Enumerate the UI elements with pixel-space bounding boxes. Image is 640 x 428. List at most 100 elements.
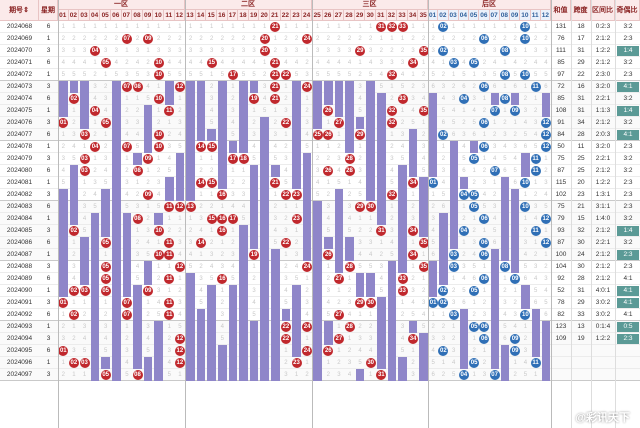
miss-bar: [439, 261, 448, 273]
miss-bar: [186, 369, 195, 381]
miss-bar: [69, 213, 79, 225]
ratio-cell: 2:1:2: [595, 35, 611, 42]
miss-bar: [218, 369, 227, 381]
period-cell: 2024091: [6, 299, 33, 306]
miss-count: 2: [411, 84, 415, 90]
miss-count: 6: [513, 84, 517, 90]
miss-count: 2: [316, 156, 320, 162]
miss-bar: [90, 261, 100, 273]
miss-bar: [313, 369, 322, 381]
miss-bar: [239, 93, 248, 105]
miss-bar: [439, 225, 448, 237]
miss-count: 2: [294, 240, 299, 246]
miss-bar: [366, 273, 375, 285]
miss-count: 2: [347, 288, 352, 294]
miss-count: 6: [544, 312, 548, 318]
miss-count: 3: [220, 312, 224, 318]
miss-bar: [459, 357, 468, 369]
weekday-cell: 6: [46, 95, 51, 102]
miss-bar: [112, 261, 121, 273]
miss-count: 2: [220, 252, 224, 258]
miss-count: 2: [294, 36, 299, 42]
miss-count: 2: [263, 72, 267, 78]
miss-bar: [366, 81, 375, 93]
miss-bar: [313, 81, 322, 93]
miss-count: 1: [305, 48, 309, 54]
sort-icon[interactable]: ⇕: [23, 7, 29, 14]
back-number-header: 05: [469, 10, 480, 21]
table-row: 2024073 3 3 2 07 08 4 1 12 2 1 3 21 1 24 3 5 1 5 2 3 6 3 2 6 2 06 6…: [0, 81, 640, 93]
red-ball: 32: [386, 118, 397, 128]
column-divider: [428, 0, 429, 428]
red-ball: 28: [344, 262, 355, 272]
miss-count: 2: [146, 180, 150, 186]
miss-count: 1: [82, 372, 87, 378]
miss-bar: [313, 345, 322, 357]
red-ball: 22: [280, 238, 291, 248]
miss-bar: [260, 249, 269, 261]
oddeven-cell: 2:3: [623, 191, 633, 198]
miss-count: 4: [544, 288, 548, 294]
miss-count: 5: [503, 324, 507, 330]
miss-count: 1: [241, 168, 246, 174]
miss-count: 2: [167, 228, 171, 234]
miss-count: 3: [284, 48, 288, 54]
miss-count: 1: [157, 108, 161, 114]
miss-bar: [239, 309, 248, 321]
front-number-header: 15: [206, 10, 217, 21]
span-cell: 20: [577, 179, 585, 186]
miss-bar: [439, 237, 448, 249]
oddeven-header: 奇偶比: [615, 0, 640, 21]
miss-bar: [154, 321, 163, 333]
miss-count: 1: [451, 24, 456, 30]
miss-count: 3: [252, 48, 256, 54]
miss-count: 3: [104, 48, 108, 54]
miss-bar: [228, 141, 238, 153]
miss-count: 6: [513, 180, 517, 186]
period-header[interactable]: 期号⇕: [0, 0, 39, 21]
blue-ball: 12: [540, 142, 551, 152]
red-ball: 16: [217, 214, 228, 224]
red-ball: 28: [344, 322, 355, 332]
miss-count: 1: [533, 372, 538, 378]
miss-count: 1: [422, 120, 426, 126]
span-cell: 30: [577, 263, 585, 270]
ratio-cell: 2:3:0: [595, 71, 611, 78]
zone1-header: 一区: [58, 0, 185, 10]
miss-count: 1: [72, 300, 76, 306]
sum-cell: 123: [555, 323, 567, 330]
miss-count: 1: [411, 192, 415, 198]
sum-cell: 85: [557, 59, 565, 66]
miss-count: 3: [411, 372, 415, 378]
miss-count: 1: [199, 156, 203, 162]
miss-count: 2: [400, 48, 405, 54]
miss-bar: [249, 201, 259, 213]
miss-count: 1: [316, 144, 320, 150]
miss-count: 2: [472, 228, 476, 234]
red-ball: 13: [185, 202, 196, 212]
miss-count: 4: [316, 60, 320, 66]
miss-count: 5: [284, 180, 288, 186]
miss-bar: [271, 297, 280, 309]
miss-count: 4: [146, 240, 150, 246]
table-row: 2024082 3 2 4 4 2 09 4 1 1 16 3 3 1 22 23 5 2 2 5 32 1 1 5 04 05 4…: [0, 189, 640, 201]
weekday-header: 星期: [39, 0, 58, 21]
miss-count: 5: [231, 132, 235, 138]
miss-bar: [239, 225, 248, 237]
sum-header: 和值: [551, 0, 571, 21]
miss-bar: [175, 165, 185, 177]
miss-bar: [490, 333, 499, 345]
miss-count: 5: [379, 288, 383, 294]
period-cell: 2024090: [6, 287, 33, 294]
miss-bar: [398, 249, 407, 261]
red-ball: 35: [418, 238, 429, 248]
miss-count: 1: [482, 228, 487, 234]
miss-bar: [186, 357, 195, 369]
miss-count: 1: [337, 348, 341, 354]
miss-count: 1: [441, 312, 446, 318]
miss-count: 2: [157, 36, 161, 42]
miss-bar: [196, 321, 206, 333]
red-ball: 29: [355, 130, 366, 140]
miss-count: 3: [104, 324, 108, 330]
miss-count: 2: [178, 288, 182, 294]
